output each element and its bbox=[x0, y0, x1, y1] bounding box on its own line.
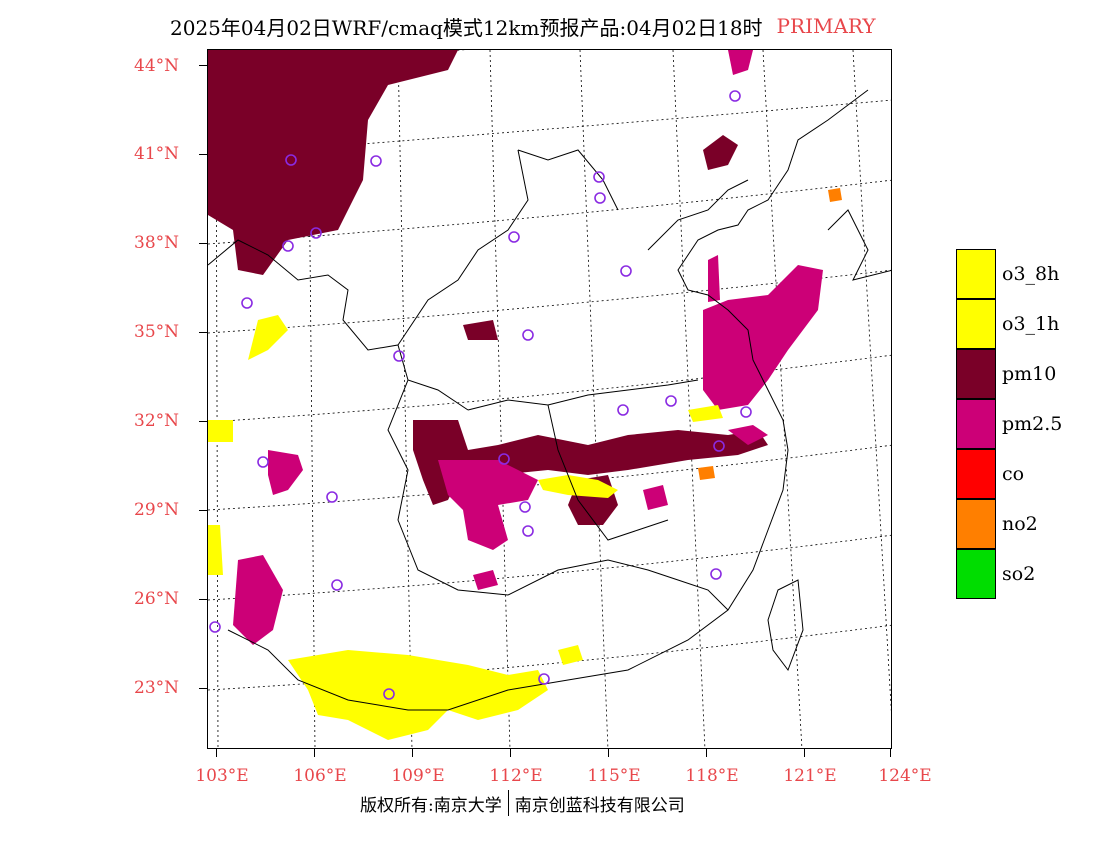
lat-label-35: 35°N bbox=[134, 322, 180, 342]
graticule bbox=[208, 50, 891, 748]
legend-label: o3_1h bbox=[1002, 313, 1060, 335]
legend-label: pm10 bbox=[1002, 363, 1057, 385]
lon-tick bbox=[804, 749, 805, 757]
lon-label-103: 103°E bbox=[195, 766, 249, 786]
legend-item-o3-1h: o3_1h bbox=[956, 299, 1086, 349]
legend-label: co bbox=[1002, 463, 1025, 485]
lon-tick bbox=[412, 749, 413, 757]
lat-label-23: 23°N bbox=[134, 678, 180, 698]
boundaries bbox=[208, 89, 891, 711]
lat-label-29: 29°N bbox=[134, 500, 180, 520]
lon-label-115: 115°E bbox=[587, 766, 641, 786]
legend-label: pm2.5 bbox=[1002, 413, 1063, 435]
lat-label-26: 26°N bbox=[134, 589, 180, 609]
legend-label: no2 bbox=[1002, 513, 1038, 535]
lon-tick bbox=[706, 749, 707, 757]
title-main: 2025年04月02日WRF/cmaq模式12km预报产品:04月02日18时 bbox=[170, 15, 763, 40]
lon-tick bbox=[510, 749, 511, 757]
lon-label-106: 106°E bbox=[293, 766, 347, 786]
lat-label-41: 41°N bbox=[134, 144, 180, 164]
legend-swatch bbox=[956, 249, 996, 299]
legend-item-pm25: pm2.5 bbox=[956, 399, 1086, 449]
legend-swatch bbox=[956, 449, 996, 499]
lat-tick bbox=[199, 510, 207, 511]
lon-tick bbox=[890, 749, 891, 757]
legend-swatch bbox=[956, 549, 996, 599]
map-canvas bbox=[208, 50, 891, 748]
lat-label-44: 44°N bbox=[134, 56, 180, 76]
lat-tick bbox=[199, 243, 207, 244]
footer-left: 版权所有:南京大学 bbox=[360, 795, 502, 816]
legend-swatch bbox=[956, 349, 996, 399]
legend-item-no2: no2 bbox=[956, 499, 1086, 549]
legend-label: so2 bbox=[1002, 563, 1036, 585]
lat-tick bbox=[199, 599, 207, 600]
pollutant-legend: o3_8h o3_1h pm10 pm2.5 co no2 so2 bbox=[956, 249, 1086, 599]
lat-tick bbox=[199, 688, 207, 689]
lon-label-121: 121°E bbox=[783, 766, 837, 786]
lat-tick bbox=[199, 332, 207, 333]
lat-label-32: 32°N bbox=[134, 411, 180, 431]
lon-label-112: 112°E bbox=[489, 766, 543, 786]
lon-label-109: 109°E bbox=[391, 766, 445, 786]
station-markers bbox=[209, 90, 752, 700]
legend-swatch bbox=[956, 299, 996, 349]
legend-item-o3-8h: o3_8h bbox=[956, 249, 1086, 299]
lat-label-38: 38°N bbox=[134, 233, 180, 253]
legend-item-so2: so2 bbox=[956, 549, 1086, 599]
lat-tick bbox=[199, 65, 207, 66]
copyright-footer: 版权所有:南京大学 南京创蓝科技有限公司 bbox=[360, 790, 685, 816]
o3-areas bbox=[208, 315, 723, 740]
forecast-map bbox=[207, 49, 892, 749]
title-primary-tag: PRIMARY bbox=[776, 14, 876, 38]
lon-tick bbox=[314, 749, 315, 757]
map-title: 2025年04月02日WRF/cmaq模式12km预报产品:04月02日18时 … bbox=[170, 12, 876, 40]
lat-tick bbox=[199, 154, 207, 155]
footer-separator bbox=[507, 790, 509, 816]
pm25-areas bbox=[233, 50, 823, 645]
legend-item-pm10: pm10 bbox=[956, 349, 1086, 399]
footer-right: 南京创蓝科技有限公司 bbox=[514, 795, 685, 816]
legend-swatch bbox=[956, 399, 996, 449]
pm10-areas bbox=[208, 50, 768, 525]
lon-tick bbox=[216, 749, 217, 757]
lat-tick bbox=[199, 421, 207, 422]
lon-label-118: 118°E bbox=[685, 766, 739, 786]
legend-swatch bbox=[956, 499, 996, 549]
legend-label: o3_8h bbox=[1002, 263, 1060, 285]
legend-item-co: co bbox=[956, 449, 1086, 499]
lon-tick bbox=[608, 749, 609, 757]
lon-label-124: 124°E bbox=[878, 766, 932, 786]
no2-areas bbox=[698, 188, 842, 480]
